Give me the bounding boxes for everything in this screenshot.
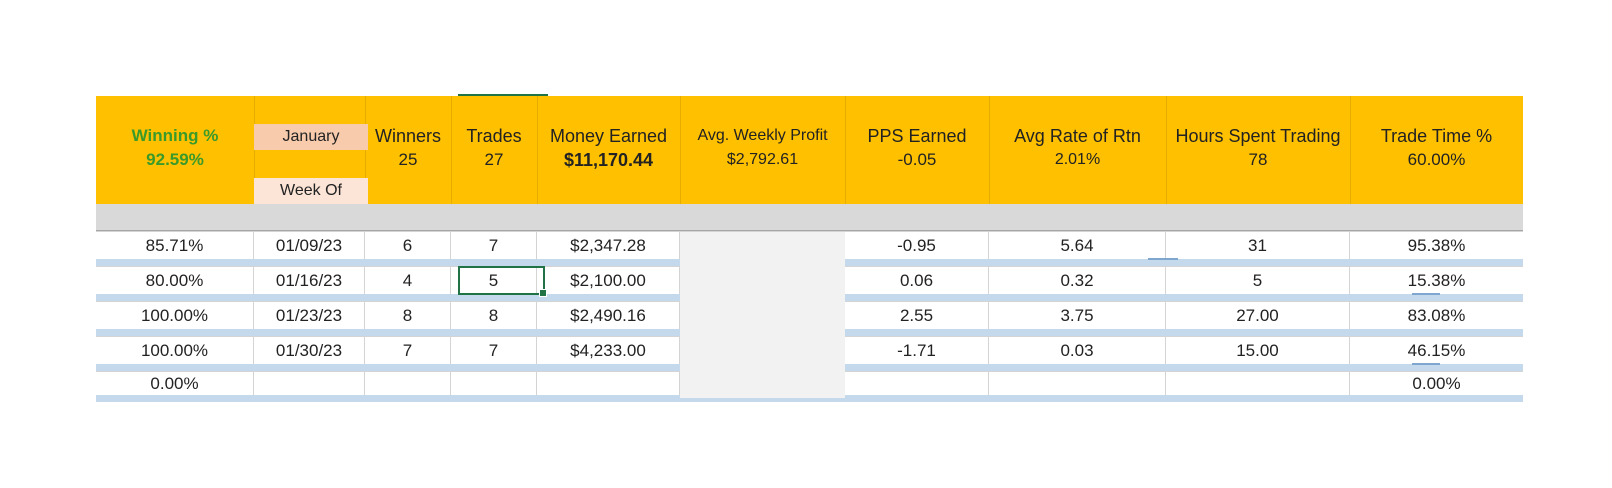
cell-hours[interactable]: 27.00: [1166, 302, 1350, 329]
cell-time-pct[interactable]: 0.00%: [1412, 374, 1461, 393]
hours-spent-value: 78: [1248, 150, 1268, 169]
cell-trades[interactable]: 5: [451, 267, 537, 294]
cell-hours[interactable]: 5: [1166, 267, 1350, 294]
cell-time-pct[interactable]: 46.15%: [1407, 341, 1466, 360]
cell-overflow-mark: [1148, 258, 1178, 260]
trades-label: Trades: [466, 126, 522, 146]
summary-header-band: Winning % 92.59% January Week Of Winners…: [96, 96, 1523, 204]
cell-rate[interactable]: 5.64: [989, 232, 1166, 259]
trade-time-label: Trade Time %: [1380, 126, 1493, 146]
avg-rate-value: 2.01%: [1054, 151, 1101, 168]
cell-week[interactable]: 01/30/23: [254, 337, 365, 364]
header-avg-weekly-profit[interactable]: Avg. Weekly Profit $2,792.61: [680, 96, 845, 204]
cell-trades[interactable]: 7: [451, 337, 537, 364]
fill-handle[interactable]: [539, 289, 547, 297]
money-earned-value: $11,170.44: [563, 150, 654, 170]
cell-trades[interactable]: 7: [451, 232, 537, 259]
cell-trades[interactable]: [451, 372, 537, 396]
cell-money[interactable]: $2,100.00: [537, 267, 680, 294]
header-money-earned[interactable]: Money Earned $11,170.44: [537, 96, 680, 204]
cell-rate[interactable]: 0.32: [989, 267, 1166, 294]
cell-hours[interactable]: 15.00: [1166, 337, 1350, 364]
winners-value: 25: [398, 150, 418, 169]
cell-money[interactable]: $2,490.16: [537, 302, 680, 329]
week-of-cell[interactable]: Week Of: [254, 178, 368, 204]
cell-pps[interactable]: -0.95: [845, 232, 989, 259]
avg-weekly-profit-value: $2,792.61: [726, 151, 799, 168]
pps-earned-value: -0.05: [897, 150, 937, 169]
spreadsheet: Winning % 92.59% January Week Of Winners…: [96, 94, 1523, 402]
cell-overflow-mark: [1412, 293, 1440, 295]
money-earned-label: Money Earned: [549, 126, 668, 146]
cell-rate[interactable]: 3.75: [989, 302, 1166, 329]
cell-win-pct[interactable]: 100.00%: [96, 337, 254, 364]
cell-win-pct[interactable]: 85.71%: [96, 232, 254, 259]
header-winning-pct[interactable]: Winning % 92.59%: [96, 96, 254, 204]
cell-winners[interactable]: 8: [365, 302, 451, 329]
cell-winners[interactable]: 6: [365, 232, 451, 259]
trades-value: 27: [484, 150, 504, 169]
cell-winners[interactable]: 4: [365, 267, 451, 294]
cell-winners[interactable]: [365, 372, 451, 396]
header-pps-earned[interactable]: PPS Earned -0.05: [845, 96, 989, 204]
cell-week[interactable]: 01/09/23: [254, 232, 365, 259]
cell-rate[interactable]: [989, 372, 1166, 396]
hours-spent-label: Hours Spent Trading: [1175, 126, 1341, 146]
cell-pps[interactable]: 0.06: [845, 267, 989, 294]
cell-week[interactable]: 01/16/23: [254, 267, 365, 294]
header-avg-rate[interactable]: Avg Rate of Rtn 2.01%: [989, 96, 1166, 204]
cell-pps[interactable]: 2.55: [845, 302, 989, 329]
column-selection-indicator: [458, 94, 548, 96]
winners-label: Winners: [374, 126, 441, 146]
avg-rate-label: Avg Rate of Rtn: [1014, 126, 1141, 146]
header-trade-time[interactable]: Trade Time % 60.00%: [1350, 96, 1523, 204]
avg-weekly-profit-column-blank: [680, 232, 845, 398]
row-stripe: [96, 395, 1523, 402]
cell-trades[interactable]: 8: [451, 302, 537, 329]
cell-time-pct[interactable]: 15.38%: [1407, 271, 1466, 290]
cell-pps[interactable]: -1.71: [845, 337, 989, 364]
active-cell-selection[interactable]: [458, 266, 547, 297]
avg-weekly-profit-label: Avg. Weekly Profit: [697, 127, 828, 144]
pps-earned-label: PPS Earned: [867, 126, 967, 146]
cell-overflow-mark: [1412, 363, 1440, 365]
header-hours-spent[interactable]: Hours Spent Trading 78: [1166, 96, 1350, 204]
cell-time-pct[interactable]: 95.38%: [1407, 236, 1466, 255]
cell-week[interactable]: 01/23/23: [254, 302, 365, 329]
cell-money[interactable]: $2,347.28: [537, 232, 680, 259]
cell-win-pct[interactable]: 80.00%: [96, 267, 254, 294]
cell-win-pct[interactable]: 100.00%: [96, 302, 254, 329]
cell-rate[interactable]: 0.03: [989, 337, 1166, 364]
winning-pct-value: 92.59%: [146, 150, 204, 169]
header-winners[interactable]: Winners 25: [365, 96, 451, 204]
month-cell[interactable]: January: [254, 124, 368, 150]
cell-win-pct[interactable]: 0.00%: [96, 372, 254, 396]
cell-hours[interactable]: 31: [1166, 232, 1350, 259]
cell-hours[interactable]: [1166, 372, 1350, 396]
trade-time-value: 60.00%: [1407, 150, 1466, 169]
gray-spacer-band: [96, 204, 1523, 231]
cell-time-pct[interactable]: 83.08%: [1407, 306, 1466, 325]
header-trades[interactable]: Trades 27: [451, 96, 537, 204]
cell-pps[interactable]: [845, 372, 989, 396]
cell-money[interactable]: $4,233.00: [537, 337, 680, 364]
cell-week[interactable]: [254, 372, 365, 396]
cell-money[interactable]: [537, 372, 680, 396]
cell-winners[interactable]: 7: [365, 337, 451, 364]
winning-pct-label: Winning %: [131, 126, 219, 145]
